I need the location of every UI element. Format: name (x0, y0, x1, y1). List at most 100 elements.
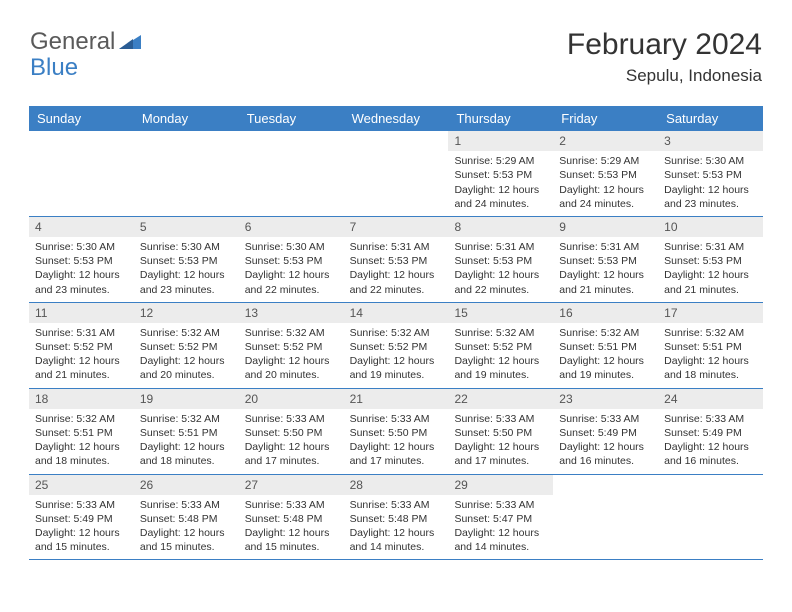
day-number: 3 (658, 131, 763, 151)
sunrise-text: Sunrise: 5:32 AM (559, 326, 652, 340)
brand-part2-wrapper: Blue (30, 54, 78, 82)
sunrise-text: Sunrise: 5:31 AM (350, 240, 443, 254)
day-body: Sunrise: 5:33 AMSunset: 5:48 PMDaylight:… (239, 495, 344, 560)
day-cell: 7Sunrise: 5:31 AMSunset: 5:53 PMDaylight… (344, 217, 449, 302)
sunrise-text: Sunrise: 5:31 AM (664, 240, 757, 254)
daylight-text: Daylight: 12 hours and 14 minutes. (350, 526, 443, 554)
day-cell: 17Sunrise: 5:32 AMSunset: 5:51 PMDayligh… (658, 303, 763, 388)
calendar: Sunday Monday Tuesday Wednesday Thursday… (29, 106, 763, 560)
day-cell: . (239, 131, 344, 216)
day-number: 24 (658, 389, 763, 409)
day-header-sunday: Sunday (29, 106, 134, 131)
week-row: 18Sunrise: 5:32 AMSunset: 5:51 PMDayligh… (29, 389, 763, 475)
day-cell: 1Sunrise: 5:29 AMSunset: 5:53 PMDaylight… (448, 131, 553, 216)
day-cell: 5Sunrise: 5:30 AMSunset: 5:53 PMDaylight… (134, 217, 239, 302)
daylight-text: Daylight: 12 hours and 19 minutes. (559, 354, 652, 382)
sunset-text: Sunset: 5:53 PM (559, 254, 652, 268)
day-number: 4 (29, 217, 134, 237)
sunset-text: Sunset: 5:53 PM (664, 168, 757, 182)
day-cell: . (553, 475, 658, 560)
sunrise-text: Sunrise: 5:33 AM (35, 498, 128, 512)
sunset-text: Sunset: 5:53 PM (350, 254, 443, 268)
sunset-text: Sunset: 5:50 PM (454, 426, 547, 440)
day-cell: 16Sunrise: 5:32 AMSunset: 5:51 PMDayligh… (553, 303, 658, 388)
sunset-text: Sunset: 5:47 PM (454, 512, 547, 526)
sunrise-text: Sunrise: 5:32 AM (140, 412, 233, 426)
sunrise-text: Sunrise: 5:32 AM (35, 412, 128, 426)
sunset-text: Sunset: 5:52 PM (245, 340, 338, 354)
day-number: 15 (448, 303, 553, 323)
sunrise-text: Sunrise: 5:32 AM (140, 326, 233, 340)
sunrise-text: Sunrise: 5:32 AM (245, 326, 338, 340)
day-body: Sunrise: 5:33 AMSunset: 5:49 PMDaylight:… (553, 409, 658, 474)
sunset-text: Sunset: 5:53 PM (454, 254, 547, 268)
day-number: 2 (553, 131, 658, 151)
sunset-text: Sunset: 5:50 PM (350, 426, 443, 440)
daylight-text: Daylight: 12 hours and 23 minutes. (664, 183, 757, 211)
day-body: Sunrise: 5:30 AMSunset: 5:53 PMDaylight:… (239, 237, 344, 302)
sunrise-text: Sunrise: 5:33 AM (245, 498, 338, 512)
day-cell: . (658, 475, 763, 560)
day-number: 11 (29, 303, 134, 323)
daylight-text: Daylight: 12 hours and 24 minutes. (559, 183, 652, 211)
day-number: 16 (553, 303, 658, 323)
sunset-text: Sunset: 5:49 PM (35, 512, 128, 526)
day-cell: 26Sunrise: 5:33 AMSunset: 5:48 PMDayligh… (134, 475, 239, 560)
day-cell: 11Sunrise: 5:31 AMSunset: 5:52 PMDayligh… (29, 303, 134, 388)
sunrise-text: Sunrise: 5:32 AM (664, 326, 757, 340)
day-number: 25 (29, 475, 134, 495)
day-cell: 8Sunrise: 5:31 AMSunset: 5:53 PMDaylight… (448, 217, 553, 302)
brand-part1: General (30, 28, 115, 56)
daylight-text: Daylight: 12 hours and 17 minutes. (454, 440, 547, 468)
sunrise-text: Sunrise: 5:31 AM (454, 240, 547, 254)
day-number: 27 (239, 475, 344, 495)
sunset-text: Sunset: 5:53 PM (454, 168, 547, 182)
daylight-text: Daylight: 12 hours and 17 minutes. (350, 440, 443, 468)
day-body: Sunrise: 5:29 AMSunset: 5:53 PMDaylight:… (553, 151, 658, 216)
week-row: 4Sunrise: 5:30 AMSunset: 5:53 PMDaylight… (29, 217, 763, 303)
sunrise-text: Sunrise: 5:29 AM (454, 154, 547, 168)
daylight-text: Daylight: 12 hours and 24 minutes. (454, 183, 547, 211)
day-body: Sunrise: 5:31 AMSunset: 5:53 PMDaylight:… (448, 237, 553, 302)
sunrise-text: Sunrise: 5:29 AM (559, 154, 652, 168)
week-row: 11Sunrise: 5:31 AMSunset: 5:52 PMDayligh… (29, 303, 763, 389)
sunset-text: Sunset: 5:48 PM (350, 512, 443, 526)
day-cell: 14Sunrise: 5:32 AMSunset: 5:52 PMDayligh… (344, 303, 449, 388)
sunrise-text: Sunrise: 5:30 AM (140, 240, 233, 254)
day-body: Sunrise: 5:32 AMSunset: 5:51 PMDaylight:… (134, 409, 239, 474)
sunset-text: Sunset: 5:53 PM (664, 254, 757, 268)
day-number: 26 (134, 475, 239, 495)
sunrise-text: Sunrise: 5:31 AM (35, 326, 128, 340)
sunrise-text: Sunrise: 5:32 AM (350, 326, 443, 340)
day-number: 29 (448, 475, 553, 495)
daylight-text: Daylight: 12 hours and 18 minutes. (140, 440, 233, 468)
day-cell: 18Sunrise: 5:32 AMSunset: 5:51 PMDayligh… (29, 389, 134, 474)
sunset-text: Sunset: 5:53 PM (140, 254, 233, 268)
day-number: 20 (239, 389, 344, 409)
day-cell: 10Sunrise: 5:31 AMSunset: 5:53 PMDayligh… (658, 217, 763, 302)
day-cell: 15Sunrise: 5:32 AMSunset: 5:52 PMDayligh… (448, 303, 553, 388)
daylight-text: Daylight: 12 hours and 16 minutes. (664, 440, 757, 468)
day-body: Sunrise: 5:33 AMSunset: 5:48 PMDaylight:… (134, 495, 239, 560)
week-row: ....1Sunrise: 5:29 AMSunset: 5:53 PMDayl… (29, 131, 763, 217)
day-number: 10 (658, 217, 763, 237)
daylight-text: Daylight: 12 hours and 22 minutes. (350, 268, 443, 296)
day-header-saturday: Saturday (658, 106, 763, 131)
day-headers-row: Sunday Monday Tuesday Wednesday Thursday… (29, 106, 763, 131)
daylight-text: Daylight: 12 hours and 19 minutes. (350, 354, 443, 382)
page-header: General February 2024 Sepulu, Indonesia (0, 0, 792, 98)
sunset-text: Sunset: 5:52 PM (140, 340, 233, 354)
day-cell: . (134, 131, 239, 216)
day-body: Sunrise: 5:33 AMSunset: 5:48 PMDaylight:… (344, 495, 449, 560)
title-block: February 2024 Sepulu, Indonesia (567, 28, 762, 86)
day-cell: 4Sunrise: 5:30 AMSunset: 5:53 PMDaylight… (29, 217, 134, 302)
brand-logo: General (30, 28, 143, 56)
brand-triangle-icon (119, 31, 141, 54)
day-body: Sunrise: 5:33 AMSunset: 5:49 PMDaylight:… (658, 409, 763, 474)
day-number: 14 (344, 303, 449, 323)
daylight-text: Daylight: 12 hours and 18 minutes. (35, 440, 128, 468)
brand-part2: Blue (30, 54, 78, 81)
day-header-friday: Friday (553, 106, 658, 131)
daylight-text: Daylight: 12 hours and 18 minutes. (664, 354, 757, 382)
day-body: Sunrise: 5:31 AMSunset: 5:52 PMDaylight:… (29, 323, 134, 388)
